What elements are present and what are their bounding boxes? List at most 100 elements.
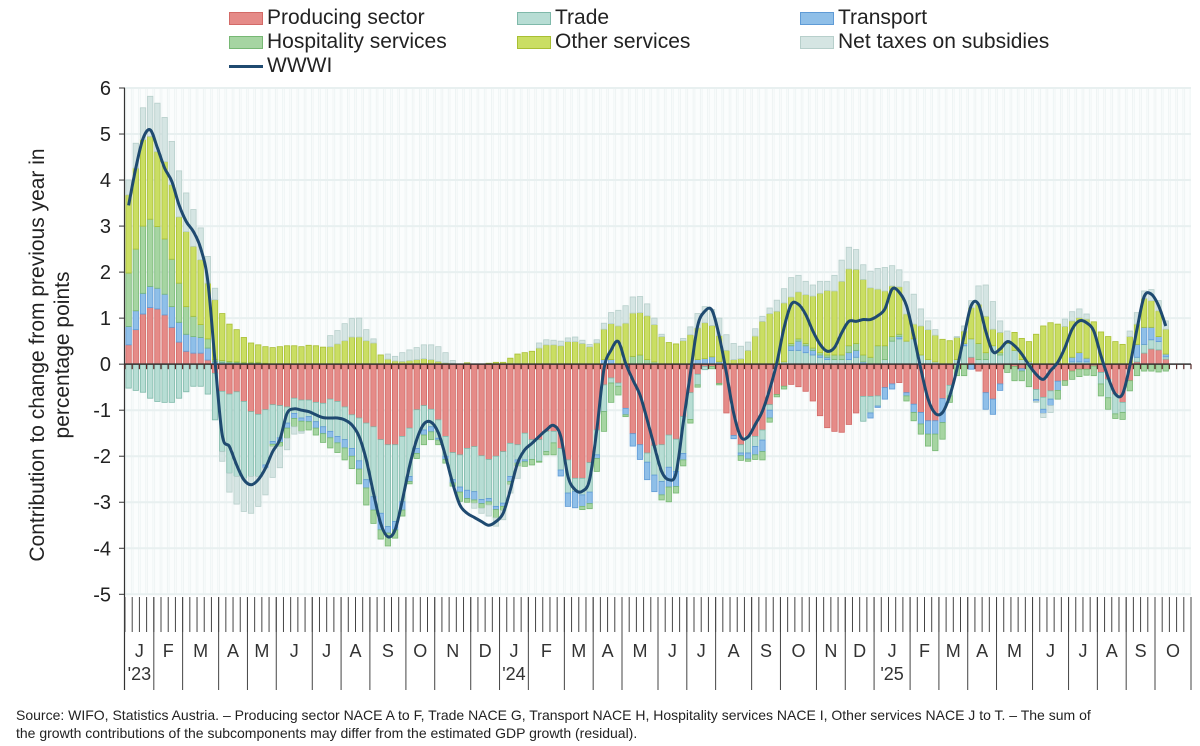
bar-segment-hospitality [1133,363,1141,377]
bar-segment-net-taxes [953,336,961,338]
bar-segment-producing [975,363,982,372]
bar-segment-trade [471,446,478,493]
bar-segment-trade [608,377,615,384]
bar-segment-other [219,313,226,361]
bar-segment-net-taxes [824,280,831,291]
bar-segment-producing [478,363,485,457]
bar-segment-hospitality [1061,380,1069,386]
bar-segment-producing [255,363,262,415]
bar-segment-hospitality [845,345,852,354]
bar-segment-net-taxes [809,284,816,297]
legend-line-wwwi [229,64,263,68]
x-month-label: J [697,641,706,661]
bar-segment-hospitality [939,422,946,440]
bar-segment-producing [586,363,593,464]
week-column [420,87,428,595]
bar-segment-hospitality [910,412,917,422]
bar-segment-net-taxes [442,352,449,364]
bar-segment-transport [579,494,586,507]
wwwi-line-layer [127,128,1168,539]
bar-segment-hospitality [744,458,752,462]
bar-segment-net-taxes [593,339,600,344]
x-month-label: A [349,641,361,661]
bar-segment-producing [291,363,298,399]
bar-segment-transport [888,383,896,390]
bar-segment-producing [435,363,442,421]
week-column [290,87,298,595]
bar-segment-other [1025,341,1033,363]
week-column [507,87,514,595]
y-tick-label: 5 [100,124,111,146]
bar-segment-other [680,340,687,365]
bar-segment-transport [197,337,204,354]
bar-segment-producing [716,363,723,384]
bar-segment-hospitality [183,306,190,335]
bar-segment-producing [464,363,471,449]
bar-segment-trade [262,409,269,466]
bar-segment-hospitality [1141,363,1148,372]
bar-segment-trade [291,397,298,414]
bar-segment-hospitality [370,509,377,524]
bar-segment-producing [341,363,348,408]
bar-segment-other [420,358,428,365]
bar-segment-net-taxes [795,274,802,293]
week-column [399,87,406,595]
bar-segment-trade [968,338,975,358]
bar-segment-hospitality [874,345,881,365]
week-column [535,87,543,595]
bar-segment-net-taxes [989,301,997,330]
bar-segment-transport [269,441,276,445]
bar-segment-producing [888,363,896,385]
bar-segment-hospitality [478,503,485,509]
bar-segment-other [809,295,816,349]
week-column [298,87,305,595]
x-month-label: M [193,641,208,661]
bar-segment-transport [492,505,500,511]
bar-segment-hospitality [521,461,528,467]
week-column [269,87,276,595]
bar-segment-net-taxes [867,270,874,289]
bar-segment-net-taxes [1004,330,1011,343]
bar-segment-producing [672,363,680,440]
x-month-label: J [888,641,897,661]
bar-segment-producing [168,326,175,365]
bar-segment-trade [507,442,514,477]
bar-segment-net-taxes [363,329,370,342]
bar-segment-producing [456,363,464,456]
bar-segment-trade [997,354,1004,365]
bar-segment-trade [492,455,500,507]
bar-segment-net-taxes [766,307,773,314]
bar-segment-hospitality [283,427,291,439]
bar-segment-hospitality [615,385,622,396]
x-month-label: J [509,641,518,661]
bar-segment-trade [1097,372,1105,385]
bar-segment-other [917,325,925,356]
bar-segment-transport [701,358,708,365]
bar-segment-hospitality [1004,363,1011,373]
bar-segment-producing [874,363,881,397]
bar-segment-other [572,341,579,365]
bar-segment-transport [809,349,816,356]
bar-segment-hospitality [384,532,391,547]
bar-segment-hospitality [881,345,888,360]
bar-segment-net-taxes [615,309,622,327]
bar-segment-net-taxes [816,280,824,294]
bar-segment-transport [1076,352,1083,363]
bar-segment-hospitality [680,459,687,467]
bar-segment-producing [831,363,838,432]
bar-segment-hospitality [312,427,319,436]
bar-segment-trade [1004,343,1011,365]
bar-segment-producing [399,363,406,437]
bar-segment-other [190,245,197,317]
bar-segment-hospitality [773,394,780,398]
bar-segment-producing [867,363,874,397]
bar-segment-transport [932,420,939,435]
bar-segment-producing [1162,358,1169,365]
bar-segment-other [701,322,708,360]
bar-segment-other [543,344,550,365]
bar-segment-net-taxes [283,437,291,451]
bar-segment-net-taxes [384,353,391,360]
bar-segment-producing [1061,363,1069,382]
bar-segment-producing [824,363,831,429]
bar-segment-trade [852,356,860,365]
